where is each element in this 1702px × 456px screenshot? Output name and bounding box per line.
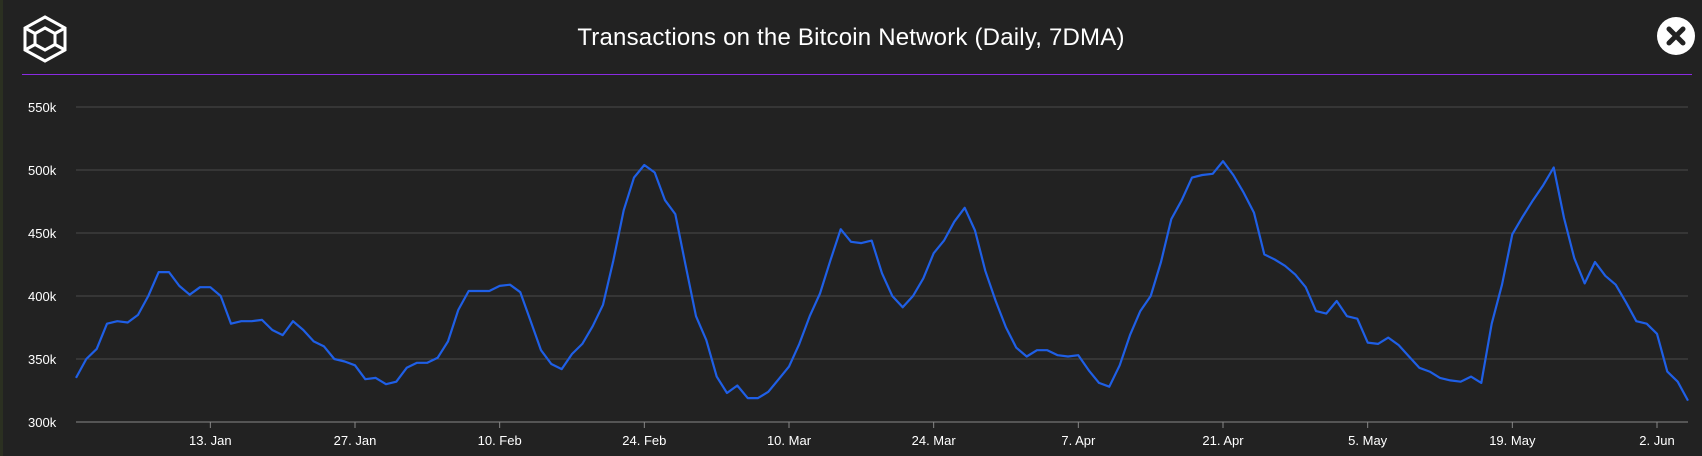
- y-tick-label: 350k: [28, 352, 57, 367]
- x-tick-label: 24. Feb: [622, 433, 666, 448]
- x-tick-label: 24. Mar: [912, 433, 957, 448]
- x-tick-label: 7. Apr: [1061, 433, 1096, 448]
- y-tick-label: 400k: [28, 289, 57, 304]
- y-tick-label: 500k: [28, 163, 57, 178]
- x-tick-label: 10. Mar: [767, 433, 812, 448]
- y-axis-ticks: 300k 350k 400k 450k 500k 550k: [28, 100, 57, 430]
- series-line: [75, 160, 1689, 402]
- close-icon: [1666, 26, 1686, 46]
- y-tick-label: 450k: [28, 226, 57, 241]
- y-tick-label: 300k: [28, 415, 57, 430]
- grid-lines: [76, 106, 1688, 423]
- chart-title: Transactions on the Bitcoin Network (Dai…: [577, 24, 1125, 51]
- x-tick-label: 21. Apr: [1202, 433, 1244, 448]
- x-tick-label: 13. Jan: [189, 433, 232, 448]
- cube-logo-icon: [23, 15, 67, 63]
- x-tick-label: 5. May: [1348, 433, 1388, 448]
- x-tick-label: 10. Feb: [478, 433, 522, 448]
- x-tick-label: 2. Jun: [1639, 433, 1674, 448]
- header-divider: [22, 74, 1692, 75]
- window-edge-strip: [0, 0, 3, 456]
- x-axis-ticks: 13. Jan 27. Jan 10. Feb 24. Feb 10. Mar 24. M…: [189, 422, 1675, 448]
- x-tick-label: 27. Jan: [334, 433, 377, 448]
- close-button[interactable]: [1657, 17, 1695, 55]
- y-tick-label: 550k: [28, 100, 57, 115]
- x-tick-label: 19. May: [1489, 433, 1536, 448]
